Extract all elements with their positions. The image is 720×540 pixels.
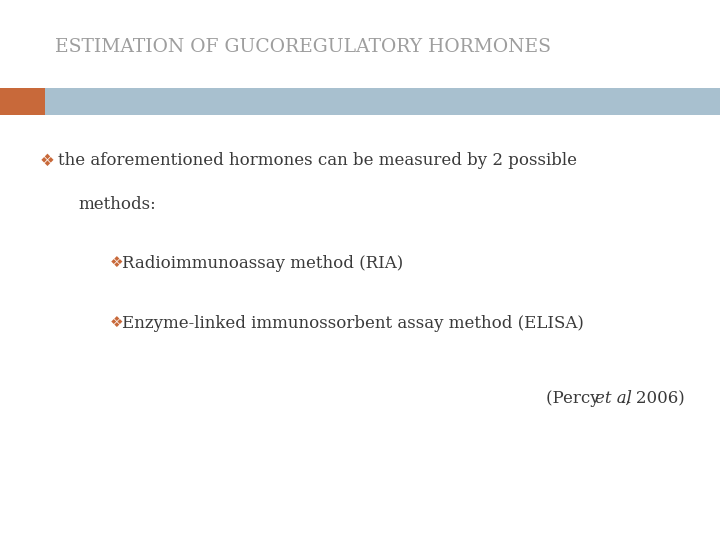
- Text: the aforementioned hormones can be measured by 2 possible: the aforementioned hormones can be measu…: [58, 152, 577, 169]
- Text: et al: et al: [595, 390, 632, 407]
- Text: ESTIMATION OF GUCOREGULATORY HORMONES: ESTIMATION OF GUCOREGULATORY HORMONES: [55, 38, 551, 56]
- Text: ❖: ❖: [40, 152, 55, 170]
- Text: Enzyme-linked immunossorbent assay method (ELISA): Enzyme-linked immunossorbent assay metho…: [122, 315, 584, 332]
- Bar: [45, 88, 720, 115]
- Text: ❖: ❖: [110, 315, 124, 330]
- Text: (Percy: (Percy: [546, 390, 605, 407]
- Text: ., 2006): ., 2006): [620, 390, 685, 407]
- Text: ❖: ❖: [110, 255, 124, 270]
- Text: Radioimmunoassay method (RIA): Radioimmunoassay method (RIA): [122, 255, 403, 272]
- Bar: [0, 88, 45, 115]
- Text: methods:: methods:: [78, 196, 156, 213]
